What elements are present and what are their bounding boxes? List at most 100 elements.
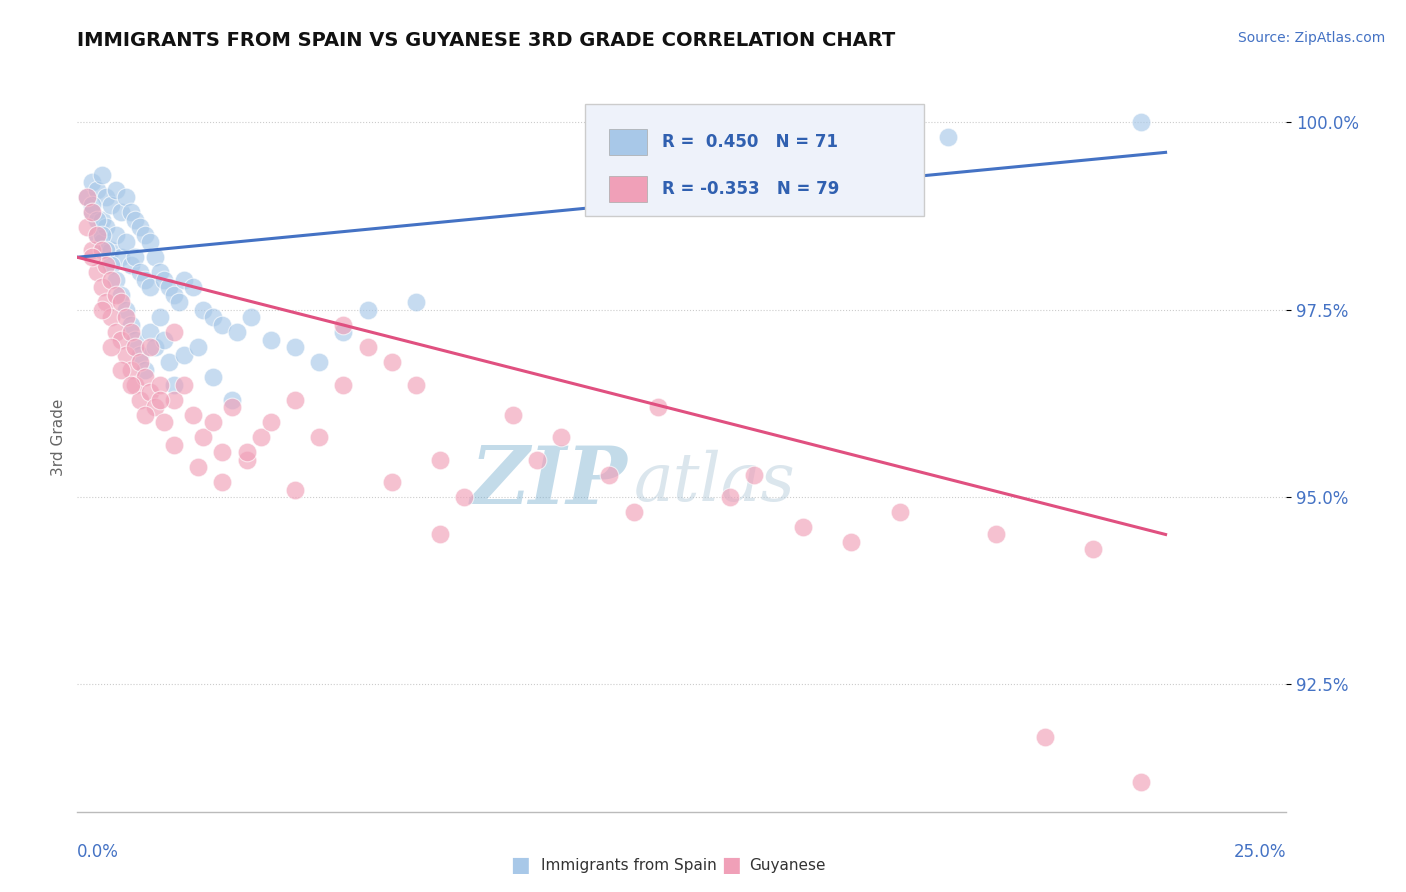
Point: [90, 235, 112, 250]
Point: [148, 392, 170, 407]
Point: [110, 333, 132, 347]
Point: [381, 355, 404, 369]
Point: [211, 318, 233, 332]
Text: Guyanese: Guyanese: [749, 858, 825, 872]
Point: [235, 445, 257, 459]
Point: [129, 220, 152, 235]
Text: 25.0%: 25.0%: [1234, 843, 1286, 861]
Point: [405, 377, 427, 392]
Point: [163, 392, 186, 407]
Point: [429, 452, 451, 467]
Point: [526, 452, 548, 467]
Point: [143, 340, 166, 354]
Point: [260, 415, 283, 429]
Text: ■: ■: [510, 855, 530, 875]
Point: [1033, 730, 1056, 744]
Point: [96, 190, 118, 204]
Text: 0.0%: 0.0%: [77, 843, 120, 861]
Point: [114, 302, 136, 317]
Point: [167, 295, 190, 310]
Point: [157, 280, 180, 294]
Text: Source: ZipAtlas.com: Source: ZipAtlas.com: [1237, 31, 1385, 45]
Point: [187, 340, 209, 354]
Point: [173, 377, 195, 392]
Point: [96, 220, 118, 235]
Point: [86, 212, 108, 227]
Point: [332, 377, 354, 392]
Point: [308, 355, 330, 369]
Point: [90, 280, 112, 294]
Point: [191, 302, 214, 317]
Point: [153, 273, 176, 287]
Point: [120, 362, 142, 376]
Point: [105, 325, 128, 339]
Point: [90, 302, 112, 317]
Point: [124, 377, 146, 392]
Point: [173, 348, 195, 362]
Point: [211, 475, 233, 489]
Point: [148, 310, 170, 325]
Point: [110, 205, 132, 219]
Point: [96, 295, 118, 310]
Point: [80, 250, 103, 264]
Text: R = -0.353   N = 79: R = -0.353 N = 79: [662, 180, 839, 198]
Point: [153, 415, 176, 429]
Point: [134, 362, 156, 376]
Point: [356, 302, 378, 317]
Point: [110, 250, 132, 264]
Point: [120, 377, 142, 392]
Point: [157, 355, 180, 369]
Point: [183, 408, 205, 422]
Point: [1081, 542, 1104, 557]
Text: ■: ■: [721, 855, 741, 875]
FancyBboxPatch shape: [609, 176, 647, 202]
Point: [183, 280, 205, 294]
Point: [718, 490, 741, 504]
Point: [134, 408, 156, 422]
Point: [120, 325, 142, 339]
Point: [100, 258, 122, 272]
Point: [100, 243, 122, 257]
Point: [332, 318, 354, 332]
Point: [623, 505, 645, 519]
Point: [163, 377, 186, 392]
Point: [139, 385, 162, 400]
Point: [80, 205, 103, 219]
Point: [124, 250, 146, 264]
Point: [105, 287, 128, 301]
Y-axis label: 3rd Grade: 3rd Grade: [51, 399, 66, 475]
Point: [134, 273, 156, 287]
Point: [110, 287, 132, 301]
Point: [114, 348, 136, 362]
Point: [153, 333, 176, 347]
Point: [80, 175, 103, 189]
Point: [90, 168, 112, 182]
Point: [163, 325, 186, 339]
Point: [211, 445, 233, 459]
Point: [502, 408, 524, 422]
Point: [598, 467, 620, 482]
Point: [86, 183, 108, 197]
Text: R =  0.450   N = 71: R = 0.450 N = 71: [662, 133, 838, 151]
Point: [105, 183, 128, 197]
FancyBboxPatch shape: [585, 103, 924, 216]
Point: [100, 340, 122, 354]
Point: [986, 527, 1008, 541]
Point: [148, 377, 170, 392]
Point: [76, 190, 98, 204]
Text: atlas: atlas: [634, 450, 796, 515]
Point: [129, 392, 152, 407]
Point: [76, 190, 98, 204]
Point: [201, 310, 224, 325]
Point: [889, 505, 911, 519]
Point: [124, 333, 146, 347]
Point: [221, 400, 243, 414]
Point: [105, 273, 128, 287]
Point: [163, 287, 186, 301]
Point: [134, 227, 156, 242]
Point: [226, 325, 249, 339]
Point: [284, 392, 307, 407]
Point: [201, 370, 224, 384]
Point: [284, 340, 307, 354]
Point: [120, 318, 142, 332]
